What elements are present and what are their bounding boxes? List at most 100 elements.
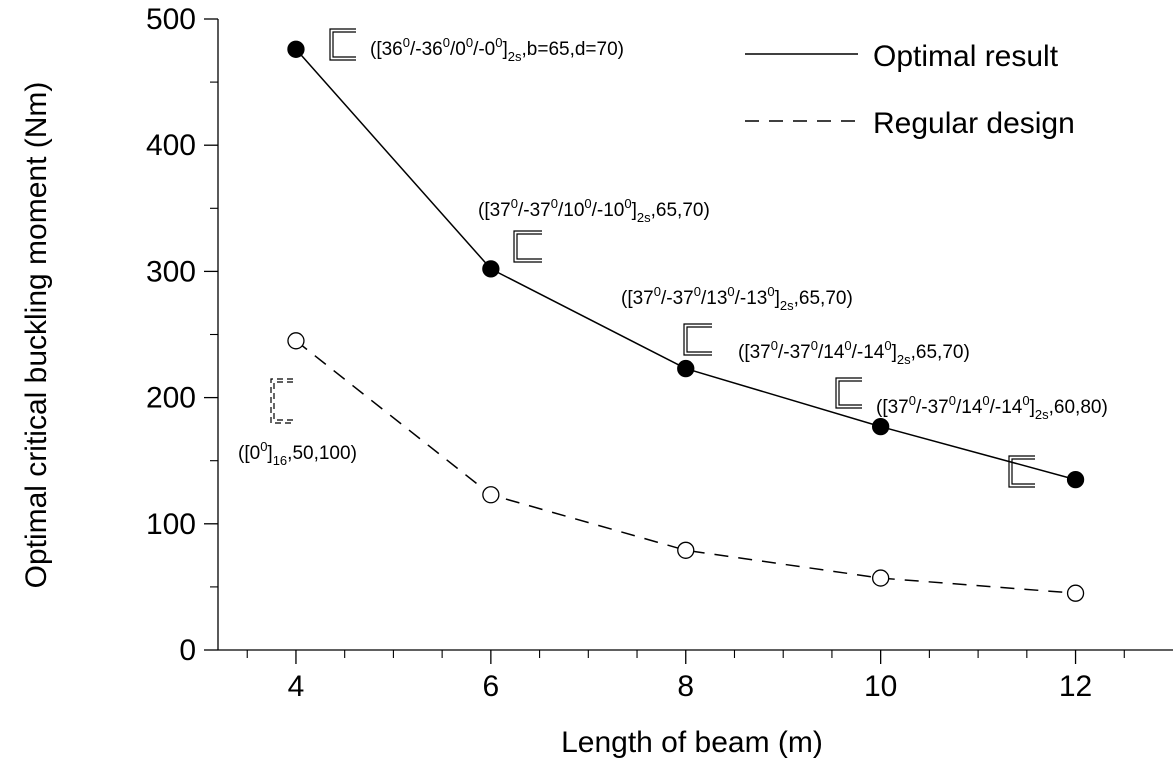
legend: Optimal result Regular design bbox=[745, 40, 1075, 140]
annotation-superscript: 0 bbox=[771, 338, 778, 353]
annotation-text: /-14 bbox=[852, 342, 885, 363]
x-tick-label: 10 bbox=[864, 670, 897, 703]
channel-section-icon bbox=[835, 377, 862, 409]
annotation-subscript: 2s bbox=[897, 352, 911, 367]
annotation-text: /0 bbox=[450, 39, 466, 60]
annotation-text: ([37 bbox=[478, 200, 511, 221]
y-tick-label: 400 bbox=[146, 129, 196, 162]
annotation-text: ,50,100) bbox=[287, 443, 357, 464]
x-tick-label: 6 bbox=[483, 670, 500, 703]
annotation-text: /-10 bbox=[592, 200, 625, 221]
annotation-superscript: 0 bbox=[443, 35, 450, 50]
annotation-superscript: 0 bbox=[466, 35, 473, 50]
annotation-text: ([36 bbox=[370, 39, 403, 60]
annotation-superscript: 0 bbox=[624, 196, 631, 211]
channel-section-icon bbox=[513, 230, 542, 263]
y-tick-label: 200 bbox=[146, 382, 196, 415]
channel-outer-edge bbox=[1008, 455, 1035, 488]
annotation-text: ,65,70) bbox=[911, 342, 970, 363]
channel-outer-edge bbox=[270, 378, 293, 424]
annotation-text: /13 bbox=[701, 288, 727, 309]
data-point-regular bbox=[482, 486, 500, 504]
annotation-text: ] bbox=[632, 200, 637, 221]
channel-inner-edge bbox=[516, 233, 542, 260]
annotation-opt-8: ([370/-370/130/-130]2s,65,70) bbox=[621, 284, 853, 313]
channel-section-icon-dashed bbox=[270, 378, 293, 424]
annotation-superscript: 0 bbox=[727, 284, 734, 299]
annotation-text: ([37 bbox=[738, 342, 771, 363]
annotation-text: ] bbox=[502, 39, 507, 60]
annotation-subscript: 16 bbox=[273, 453, 287, 468]
annotation-subscript: 2s bbox=[780, 298, 794, 313]
annotation-superscript: 0 bbox=[884, 338, 891, 353]
annotation-text: /-0 bbox=[473, 39, 495, 60]
channel-outer-edge bbox=[683, 323, 712, 356]
y-tick-label: 300 bbox=[146, 255, 196, 288]
annotation-superscript: 0 bbox=[495, 35, 502, 50]
annotation-reg-4: ([00]16,50,100) bbox=[238, 439, 357, 468]
annotation-text: ,b=65,d=70) bbox=[522, 39, 624, 60]
annotation-text: ] bbox=[892, 342, 897, 363]
annotation-superscript: 0 bbox=[811, 338, 818, 353]
annotation-superscript: 0 bbox=[982, 393, 989, 408]
annotation-superscript: 0 bbox=[909, 393, 916, 408]
x-tick-label: 4 bbox=[288, 670, 305, 703]
annotation-text: ,65,70) bbox=[794, 288, 853, 309]
legend-label: Optimal result bbox=[873, 40, 1059, 73]
channel-inner-edge bbox=[273, 381, 293, 421]
channel-inner-edge bbox=[686, 326, 712, 353]
data-point-optimal bbox=[482, 260, 500, 278]
channel-outer-edge bbox=[835, 377, 862, 409]
annotation-subscript: 2s bbox=[1035, 407, 1049, 422]
annotation-opt-12: ([370/-370/140/-140]2s,60,80) bbox=[876, 393, 1108, 422]
axes: 0 100 200 300 400 500 4 6 8 10 12 bbox=[146, 3, 1173, 703]
annotation-text: ([0 bbox=[238, 443, 260, 464]
annotation-text: /-13 bbox=[735, 288, 768, 309]
channel-section-icon bbox=[683, 323, 712, 356]
annotation-superscript: 0 bbox=[584, 196, 591, 211]
annotation-subscript: 2s bbox=[637, 210, 651, 225]
channel-outer-edge bbox=[329, 28, 356, 61]
channel-inner-edge bbox=[838, 380, 862, 406]
annotation-text: ,65,70) bbox=[651, 200, 710, 221]
annotation-text: /14 bbox=[956, 397, 983, 418]
annotation-subscript: 2s bbox=[508, 49, 522, 64]
legend-label: Regular design bbox=[873, 107, 1075, 140]
channel-inner-edge bbox=[332, 31, 356, 58]
annotations: ([360/-360/00/-00]2s,b=65,d=70)([370/-37… bbox=[238, 35, 1108, 468]
annotation-text: /10 bbox=[558, 200, 584, 221]
data-point-regular bbox=[872, 569, 890, 587]
annotation-superscript: 0 bbox=[551, 196, 558, 211]
annotation-text: ,60,80) bbox=[1049, 397, 1108, 418]
annotation-text: ] bbox=[775, 288, 780, 309]
annotation-text: /-37 bbox=[661, 288, 694, 309]
annotation-superscript: 0 bbox=[260, 439, 267, 454]
annotation-superscript: 0 bbox=[1022, 393, 1029, 408]
data-point-regular bbox=[1066, 584, 1085, 602]
annotation-superscript: 0 bbox=[694, 284, 701, 299]
annotation-superscript: 0 bbox=[403, 35, 410, 50]
channel-section-icon bbox=[329, 28, 356, 61]
section-icons bbox=[270, 28, 1035, 488]
annotation-superscript: 0 bbox=[654, 284, 661, 299]
annotation-superscript: 0 bbox=[511, 196, 518, 211]
y-tick-label: 500 bbox=[146, 3, 196, 36]
markers-layer bbox=[287, 40, 1085, 602]
y-tick-label: 0 bbox=[179, 634, 196, 667]
channel-section-icon bbox=[1008, 455, 1035, 488]
annotation-text: ] bbox=[267, 443, 272, 464]
y-tick-label: 100 bbox=[146, 508, 196, 541]
annotation-opt-6: ([370/-370/100/-100]2s,65,70) bbox=[478, 196, 710, 225]
annotation-text: ([37 bbox=[621, 288, 654, 309]
channel-inner-edge bbox=[1011, 458, 1035, 485]
annotation-text: /-36 bbox=[410, 39, 443, 60]
annotation-text: ] bbox=[1030, 397, 1035, 418]
y-axis-title: Optimal critical buckling moment (Nm) bbox=[20, 82, 53, 589]
annotation-text: /-37 bbox=[916, 397, 949, 418]
annotation-text: /14 bbox=[818, 342, 845, 363]
annotation-superscript: 0 bbox=[767, 284, 774, 299]
data-point-regular bbox=[677, 541, 695, 559]
annotation-text: ([37 bbox=[876, 397, 909, 418]
annotation-superscript: 0 bbox=[844, 338, 851, 353]
